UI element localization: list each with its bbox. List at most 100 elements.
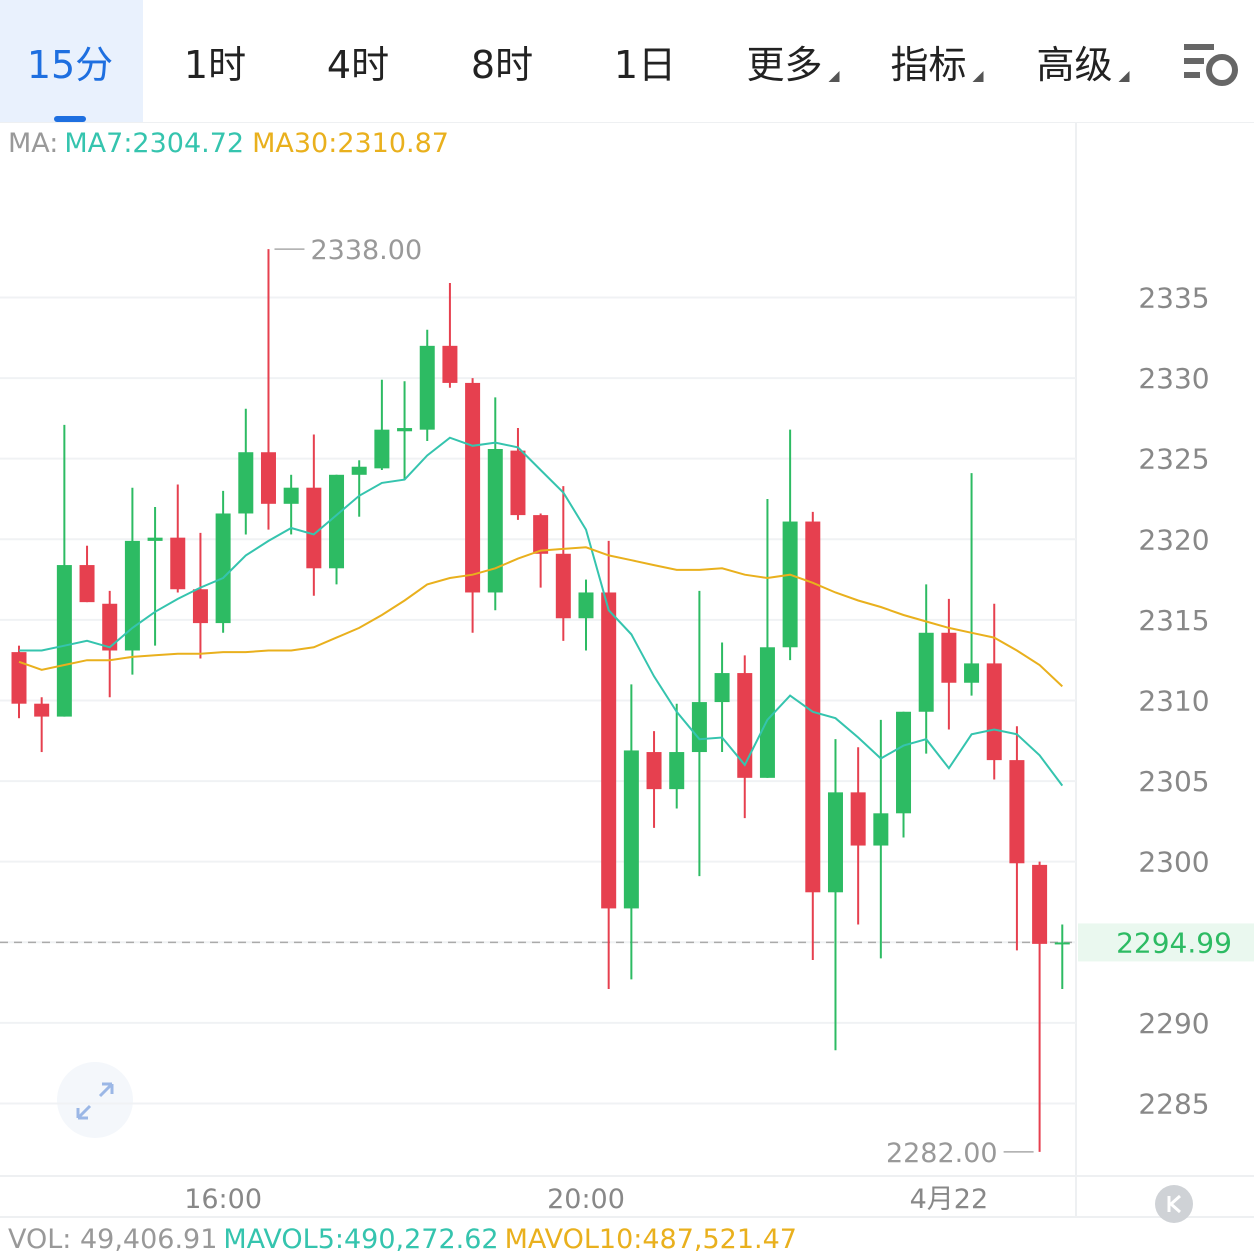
- active-tab-indicator: [54, 116, 86, 122]
- extreme-label: 2338.00: [310, 235, 422, 266]
- candle-body: [283, 487, 299, 504]
- timeframe-tab[interactable]: 4时: [326, 43, 390, 87]
- candle-body: [669, 752, 685, 790]
- y-tick-label: 2325: [1138, 443, 1209, 476]
- menu-tab-label: 更多: [746, 43, 823, 87]
- settings-icon[interactable]: [1184, 44, 1238, 86]
- candle-body: [759, 647, 775, 778]
- candle-body: [827, 792, 843, 893]
- candle-body: [782, 521, 798, 648]
- candle-body: [555, 553, 571, 619]
- candle-body: [465, 382, 481, 593]
- candle-body: [419, 345, 435, 430]
- candle-body: [1032, 864, 1048, 944]
- candle-body: [646, 752, 662, 790]
- timeframe-tab[interactable]: 1时: [183, 43, 247, 87]
- settings-icon-gear: [1206, 54, 1238, 86]
- candle-body: [601, 592, 617, 909]
- settings-icon-bar: [1184, 72, 1200, 78]
- expand-icon: [76, 1082, 114, 1120]
- candle-body: [374, 429, 390, 469]
- candle-body: [147, 537, 163, 541]
- menu-tab-label: 指标: [890, 43, 967, 87]
- y-tick-label: 2285: [1138, 1087, 1209, 1120]
- menu-tab[interactable]: 高级: [1036, 0, 1130, 122]
- candle-body: [896, 711, 912, 814]
- back-button-circle: [1155, 1185, 1193, 1223]
- timeframe-tabs: 15分 1时 4时 8时 1日 更多 指标 高级: [0, 0, 1254, 123]
- x-tick-label: 4月22: [910, 1184, 989, 1215]
- candle-body: [1009, 760, 1025, 864]
- candle-body: [623, 750, 639, 909]
- volume-header-item: MAVOL5:490,272.62: [223, 1224, 498, 1255]
- indicator-header: MA: MA7:2304.72 MA30:2310.87: [8, 128, 449, 159]
- candle-body: [487, 449, 503, 593]
- x-tick-label: 16:00: [184, 1184, 262, 1215]
- candle-body: [918, 632, 934, 712]
- settings-icon-bar: [1184, 58, 1204, 64]
- y-tick-label: 2290: [1138, 1007, 1209, 1040]
- candle-body: [805, 521, 821, 893]
- y-tick-label: 2305: [1138, 765, 1209, 798]
- settings-icon-bar: [1184, 44, 1214, 50]
- ma-line: [18, 546, 1063, 688]
- grid: [0, 296, 1076, 1105]
- candle-body: [11, 652, 27, 704]
- candle-body: [850, 792, 866, 846]
- expand-button-circle: [57, 1062, 133, 1138]
- dropdown-triangle: [1118, 71, 1130, 82]
- expand-button[interactable]: [57, 1062, 133, 1138]
- candle-body: [306, 487, 322, 569]
- candle-body: [329, 474, 345, 569]
- last-price-tag: [1078, 923, 1254, 962]
- candle-body: [714, 673, 730, 703]
- timeframe-tab[interactable]: 8时: [470, 43, 534, 87]
- volume-header: VOL: 49,406.91 MAVOL5:490,272.62 MAVOL10:4…: [8, 1224, 797, 1255]
- candle-body: [964, 663, 980, 683]
- last-price-label: 2294.99: [1116, 926, 1232, 959]
- candle-body: [351, 466, 367, 475]
- candle-body: [691, 702, 707, 753]
- ma-line: [19, 436, 1064, 787]
- candle-body: [238, 452, 254, 514]
- menu-tab[interactable]: 指标: [890, 0, 984, 122]
- legend-entry: MA7:2304.72: [64, 128, 244, 159]
- candle-body: [533, 515, 549, 554]
- back-button-icon: [1167, 1194, 1181, 1214]
- timeframe-tab[interactable]: 15分: [26, 43, 114, 87]
- y-tick-label: 2335: [1138, 281, 1209, 314]
- volume-header-item: VOL: 49,406.91: [8, 1224, 217, 1255]
- y-tick-label: 2315: [1138, 604, 1209, 637]
- menu-tab[interactable]: 更多: [746, 0, 840, 122]
- candle-body: [737, 673, 753, 778]
- candle-body: [192, 589, 208, 624]
- candle-body: [215, 513, 231, 624]
- timeframe-tab[interactable]: 1日: [613, 43, 677, 87]
- candle-body: [1054, 942, 1070, 945]
- y-tick-label: 2300: [1138, 846, 1209, 879]
- volume-header-item: MAVOL10:487,521.47: [505, 1224, 797, 1255]
- candle-body: [510, 450, 526, 516]
- y-tick-label: 2320: [1138, 523, 1209, 556]
- candle-body: [397, 428, 413, 432]
- x-tick-label: 20:00: [547, 1184, 625, 1215]
- active-tab-background: [0, 0, 143, 122]
- indicator-prefix: MA:: [8, 128, 58, 159]
- extreme-label: 2282.00: [886, 1138, 998, 1169]
- candle-body: [79, 565, 95, 603]
- legend-entry: MA30:2310.87: [252, 128, 449, 159]
- y-tick-label: 2330: [1138, 362, 1209, 395]
- candle-body: [578, 592, 594, 619]
- candle-body: [170, 537, 186, 590]
- candle-body: [124, 540, 140, 651]
- y-tick-label: 2310: [1138, 684, 1209, 717]
- candle-body: [102, 603, 118, 651]
- menu-tab-label: 高级: [1036, 43, 1113, 87]
- dropdown-triangle: [828, 71, 840, 82]
- back-to-latest-button[interactable]: [1155, 1185, 1193, 1223]
- candle-body: [941, 632, 957, 683]
- candle-body: [260, 452, 276, 504]
- candle-body: [34, 703, 50, 717]
